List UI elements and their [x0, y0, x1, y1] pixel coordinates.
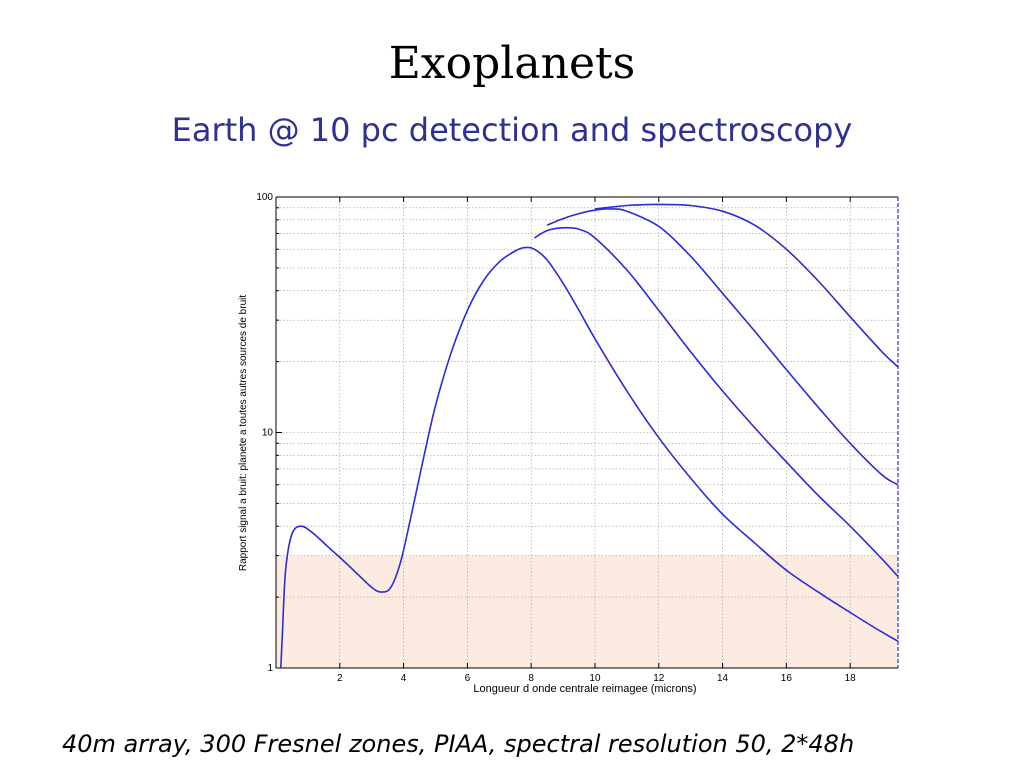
slide-caption: 40m array, 300 Fresnel zones, PIAA, spec… — [62, 730, 855, 758]
x-tick-label: 8 — [528, 673, 534, 684]
slide-title: Exoplanets — [388, 38, 636, 89]
x-tick-label: 6 — [465, 673, 471, 684]
grid-layer — [276, 197, 898, 668]
snr-curve-4 — [594, 203, 899, 368]
snr-curve-2 — [533, 226, 899, 577]
y-tick-label: 10 — [262, 428, 274, 439]
x-tick-label: 18 — [845, 673, 857, 684]
y-tick-label: 1 — [267, 663, 273, 674]
x-axis-label: Longueur d onde centrale reimagee (micro… — [473, 683, 696, 695]
x-tick-label: 16 — [781, 673, 793, 684]
series-layer — [280, 203, 899, 669]
x-tick-label: 2 — [337, 673, 343, 684]
x-tick-label: 14 — [717, 673, 729, 684]
label-layer: Longueur d onde centrale reimagee (micro… — [238, 295, 697, 695]
x-tick-label: 10 — [589, 673, 601, 684]
y-axis-label: Rapport signal a bruit: planete a toutes… — [238, 295, 249, 571]
slide-subtitle: Earth @ 10 pc detection and spectroscopy — [171, 111, 853, 149]
shaded-band-layer — [276, 555, 898, 668]
y-tick-label: 100 — [256, 192, 273, 203]
shaded-band — [276, 555, 898, 668]
snr-curve-1 — [280, 246, 899, 669]
x-tick-label: 12 — [653, 673, 665, 684]
x-tick-label: 4 — [401, 673, 407, 684]
axis-layer: 2 4 6 8 10 12 14 16 18 1 10 100 — [256, 192, 899, 684]
snr-curve-3 — [546, 208, 899, 486]
